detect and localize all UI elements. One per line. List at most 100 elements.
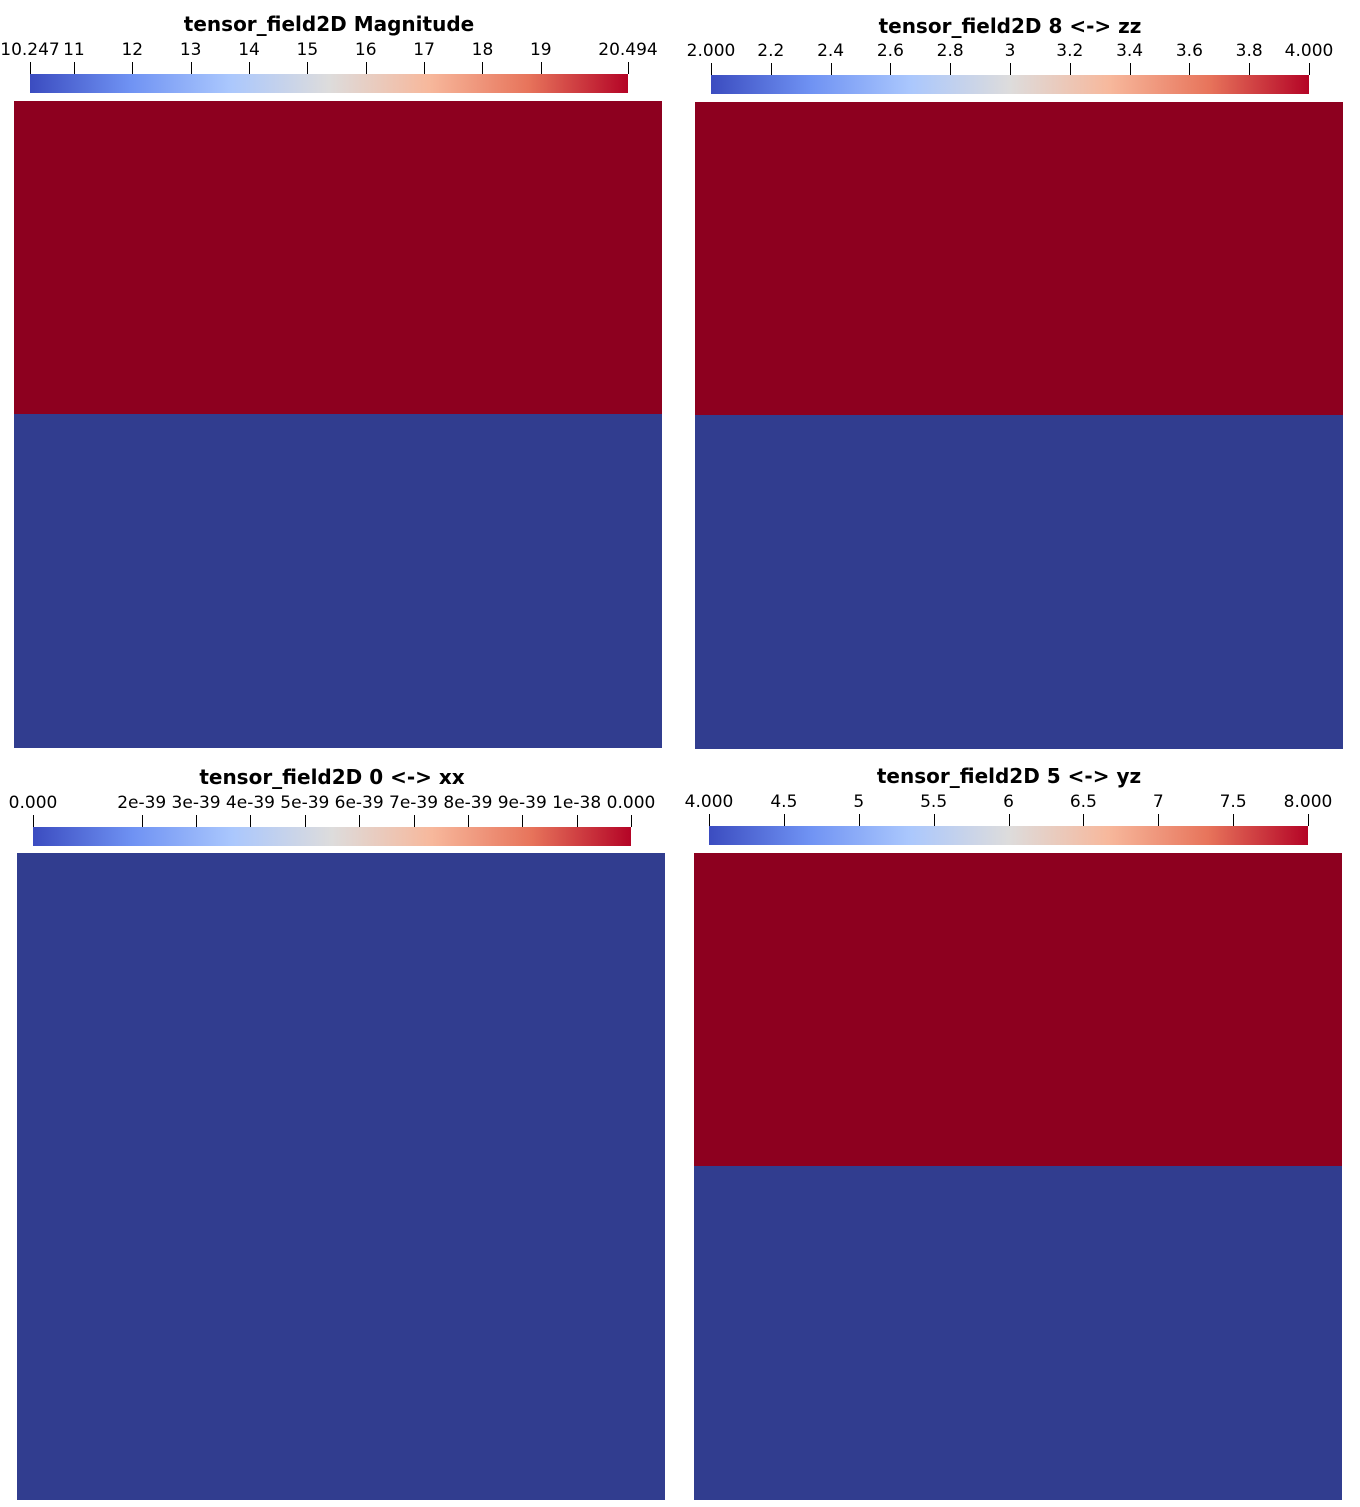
colorbar-tick <box>934 814 935 826</box>
colorbar-tick-label: 3 <box>1004 41 1016 61</box>
colorbar-tick-label: 2.8 <box>936 41 964 61</box>
field-render <box>14 101 662 748</box>
field-render <box>17 853 665 1500</box>
colorbar-tick <box>305 815 306 827</box>
field-region-top <box>14 101 662 414</box>
colorbar-tick-label: 7e-39 <box>389 793 439 813</box>
colorbar-tick-label: 5.5 <box>920 792 948 812</box>
colorbar-tick <box>709 814 710 826</box>
colorbar-tick-label: 2.000 <box>686 41 736 61</box>
colorbar-tick-label: 16 <box>354 40 377 60</box>
colorbar-title: tensor_field2D 0 <-> xx <box>199 765 465 789</box>
colorbar-tick <box>890 63 891 75</box>
colorbar-title: tensor_field2D 5 <-> yz <box>876 764 1142 788</box>
colorbar-tick-label: 5 <box>853 792 865 812</box>
colorbar-tick-label: 6 <box>1003 792 1014 812</box>
colorbar-tick <box>522 815 523 827</box>
colorbar-tick <box>1070 63 1071 75</box>
colorbar <box>30 74 628 93</box>
colorbar-tick-label: 17 <box>413 40 435 60</box>
colorbar-tick-label: 10.247 <box>0 40 60 60</box>
colorbar-tick-label: 2.2 <box>757 41 785 61</box>
colorbar-tick <box>1009 814 1010 826</box>
colorbar-tick <box>711 63 712 75</box>
colorbar-tick-label: 4e-39 <box>225 793 275 813</box>
colorbar-tick-label: 3.6 <box>1175 41 1203 61</box>
colorbar-tick-label: 7 <box>1152 792 1164 812</box>
colorbar-tick-label: 8.000 <box>1283 792 1333 812</box>
colorbar-tick <box>33 815 34 827</box>
colorbar-tick-label: 12 <box>121 40 144 60</box>
colorbar-tick-label: 3.8 <box>1235 41 1263 61</box>
colorbar-tick <box>1249 63 1250 75</box>
colorbar-tick-label: 14 <box>238 40 260 60</box>
colorbar-tick-label: 19 <box>529 40 552 60</box>
colorbar-tick <box>1308 814 1309 826</box>
colorbar-tick <box>196 815 197 827</box>
colorbar-tick <box>249 62 250 74</box>
colorbar-title: tensor_field2D 8 <-> zz <box>878 14 1142 38</box>
colorbar-tick <box>142 815 143 827</box>
colorbar-tick-label: 0.000 <box>8 793 58 813</box>
colorbar-tick-label: 15 <box>296 40 319 60</box>
colorbar-tick <box>771 63 772 75</box>
colorbar-tick-label: 4.5 <box>770 792 798 812</box>
colorbar-tick <box>359 815 360 827</box>
colorbar-tick-label: 8e-39 <box>443 793 493 813</box>
colorbar-tick <box>1083 814 1084 826</box>
colorbar-tick-label: 4.000 <box>1284 41 1334 61</box>
colorbar-tick <box>1158 814 1159 826</box>
colorbar-tick <box>250 815 251 827</box>
colorbar-tick-label: 0.000 <box>606 793 656 813</box>
colorbar-tick-label: 3e-39 <box>171 793 221 813</box>
colorbar-tick <box>366 62 367 74</box>
colorbar-tick-label: 1e-38 <box>552 793 602 813</box>
colorbar-tick <box>1130 63 1131 75</box>
field-render <box>695 102 1343 749</box>
colorbar-tick-label: 3.4 <box>1116 41 1144 61</box>
colorbar-tick <box>482 62 483 74</box>
colorbar-tick <box>577 815 578 827</box>
colorbar-tick <box>541 62 542 74</box>
colorbar-tick-label: 6e-39 <box>334 793 384 813</box>
colorbar-tick <box>628 62 629 74</box>
colorbar-tick-label: 6.5 <box>1069 792 1097 812</box>
colorbar-tick-label: 2.4 <box>817 41 845 61</box>
colorbar-tick <box>414 815 415 827</box>
colorbar-tick <box>1010 63 1011 75</box>
colorbar-tick <box>30 62 31 74</box>
colorbar-tick <box>950 63 951 75</box>
colorbar-tick <box>132 62 133 74</box>
colorbar-tick-label: 3.2 <box>1056 41 1084 61</box>
colorbar-tick-label: 11 <box>63 40 85 60</box>
colorbar-tick <box>307 62 308 74</box>
colorbar-tick <box>631 815 632 827</box>
colorbar-tick <box>1189 63 1190 75</box>
colorbar <box>711 75 1309 94</box>
colorbar-tick <box>1309 63 1310 75</box>
colorbar-tick-label: 5e-39 <box>280 793 330 813</box>
colorbar-tick <box>191 62 192 74</box>
colorbar-tick <box>424 62 425 74</box>
colorbar-tick-label: 13 <box>179 40 202 60</box>
field-render <box>694 853 1342 1500</box>
field-region-bottom <box>695 415 1343 749</box>
field-region-top <box>695 102 1343 415</box>
field-region-top <box>694 853 1342 1166</box>
colorbar-tick-label: 4.000 <box>684 792 734 812</box>
colorbar-tick <box>784 814 785 826</box>
colorbar-tick <box>859 814 860 826</box>
colorbar-tick-label: 20.494 <box>598 40 658 60</box>
colorbar-tick-label: 18 <box>471 40 494 60</box>
colorbar <box>709 826 1308 845</box>
colorbar-tick-label: 2.6 <box>876 41 904 61</box>
colorbar-tick-label: 9e-39 <box>497 793 547 813</box>
colorbar-tick <box>74 62 75 74</box>
colorbar-title: tensor_field2D Magnitude <box>183 12 475 36</box>
field-region-full <box>17 853 665 1500</box>
colorbar-tick-label: 7.5 <box>1219 792 1247 812</box>
colorbar-tick <box>468 815 469 827</box>
colorbar <box>33 827 631 846</box>
colorbar-tick-label: 2e-39 <box>117 793 167 813</box>
colorbar-tick <box>1233 814 1234 826</box>
